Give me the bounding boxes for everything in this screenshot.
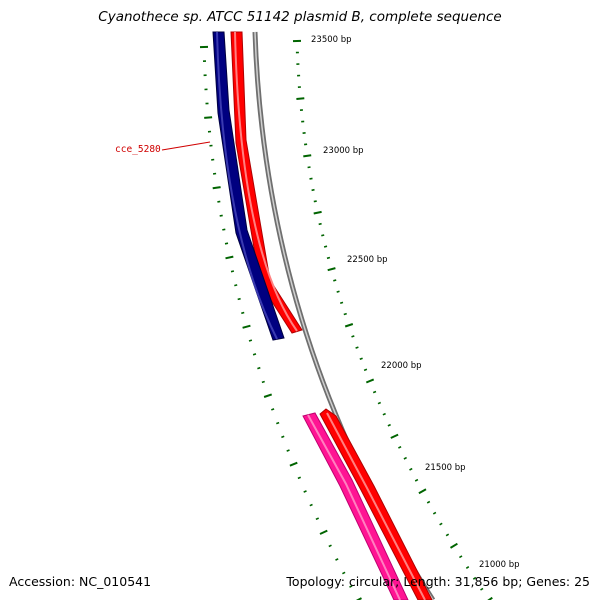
inner-tick-minor [248, 339, 253, 342]
tick-label-23500: 23500 bp [311, 35, 352, 45]
outer-tick-marks [292, 39, 493, 600]
accession-text: Accession: NC_010541 [9, 574, 152, 589]
outer-tick-minor [355, 346, 359, 349]
topology-summary: Topology: circular; Length: 31,856 bp; G… [286, 574, 590, 589]
outer-tick-minor [403, 456, 407, 460]
inner-tick-minor [241, 311, 245, 315]
outer-tick-minor [445, 533, 450, 537]
inner-tick-major [204, 116, 213, 119]
inner-tick-major [242, 324, 251, 329]
outer-tick-major [327, 267, 336, 272]
outer-tick-major [487, 596, 493, 600]
outer-tick-minor [372, 390, 377, 394]
inner-tick-minor [297, 476, 301, 480]
tick-label-23000: 23000 bp [323, 146, 364, 156]
inner-tick-major [263, 393, 273, 398]
outer-tick-minor [318, 222, 322, 226]
outer-tick-minor [359, 357, 363, 361]
outer-tick-minor [363, 368, 368, 372]
inner-tick-minor [328, 544, 332, 548]
inner-tick-minor [335, 558, 339, 561]
outer-tick-minor [343, 312, 347, 316]
inner-tick-minor [257, 366, 261, 370]
inner-tick-minor [309, 503, 313, 507]
outer-tick-minor [333, 279, 337, 282]
outer-tick-minor [409, 467, 413, 471]
gene-forward-upper-shine [234, 31, 298, 332]
gene-cce-5280-shine [216, 31, 278, 340]
inner-tick-minor [271, 408, 275, 411]
inner-tick-minor [303, 490, 307, 493]
outer-tick-minor [336, 290, 340, 293]
inner-tick-minor [276, 421, 280, 425]
inner-tick-minor [217, 200, 221, 203]
inner-tick-major [212, 186, 221, 190]
gene-forward-upper[interactable] [230, 31, 303, 334]
inner-tick-major [319, 529, 328, 535]
inner-tick-minor [224, 242, 229, 245]
outer-tick-major [344, 323, 354, 328]
inner-tick-marks [199, 45, 362, 600]
outer-tick-minor [321, 234, 325, 237]
inner-tick-minor [286, 449, 290, 452]
gene-forward-lower-shine [326, 412, 426, 600]
outer-tick-minor [387, 423, 391, 427]
outer-tick-minor [382, 412, 386, 416]
outer-tick-major [390, 433, 399, 439]
outer-tick-major [365, 378, 375, 384]
inner-tick-major [225, 255, 234, 260]
inner-tick-minor [237, 297, 241, 301]
gene-label-cce-5280[interactable]: cce_5280 [115, 144, 161, 155]
inner-tick-minor [230, 270, 235, 273]
tick-label-21500: 21500 bp [425, 463, 466, 473]
inner-tick-minor [349, 585, 353, 588]
inner-tick-major [355, 597, 362, 600]
gene-pink-lower-shine [307, 414, 401, 600]
outer-tick-major [449, 542, 458, 549]
gene-label-leader [161, 141, 211, 151]
gene-cce-5280[interactable] [212, 31, 285, 341]
inner-tick-major [289, 461, 298, 467]
outer-tick-minor [326, 256, 331, 260]
inner-tick-minor [219, 214, 223, 217]
inner-tick-minor [281, 435, 285, 439]
outer-tick-minor [309, 177, 313, 180]
outer-tick-minor [313, 200, 317, 203]
inner-tick-minor [315, 517, 320, 521]
inner-tick-minor [234, 284, 238, 287]
outer-tick-minor [465, 566, 470, 569]
outer-tick-minor [351, 335, 355, 338]
outer-tick-minor [339, 301, 344, 305]
outer-tick-minor [439, 522, 443, 526]
outer-tick-minor [432, 511, 437, 515]
map-title: Cyanothece sp. ATCC 51142 plasmid B, com… [98, 9, 502, 25]
tick-label-22000: 22000 bp [381, 361, 422, 371]
outer-tick-minor [458, 555, 463, 559]
tick-label-21000: 21000 bp [479, 560, 520, 570]
inner-tick-minor [252, 353, 257, 356]
outer-tick-minor [377, 401, 382, 405]
tick-label-22500: 22500 bp [347, 255, 388, 265]
outer-tick-major [296, 97, 305, 100]
outer-tick-minor [323, 245, 328, 248]
outer-tick-major [303, 154, 312, 158]
outer-tick-minor [480, 587, 484, 591]
outer-tick-minor [472, 576, 477, 580]
outer-tick-major [418, 488, 427, 495]
inner-tick-minor [261, 380, 265, 384]
outer-tick-minor [414, 478, 419, 482]
outer-tick-minor [311, 188, 315, 192]
outer-tick-minor [307, 166, 311, 169]
outer-tick-minor [426, 500, 431, 504]
inner-tick-minor [222, 228, 226, 231]
outer-tick-minor [398, 445, 402, 449]
inner-tick-minor [342, 571, 346, 575]
outer-tick-major [313, 210, 322, 215]
